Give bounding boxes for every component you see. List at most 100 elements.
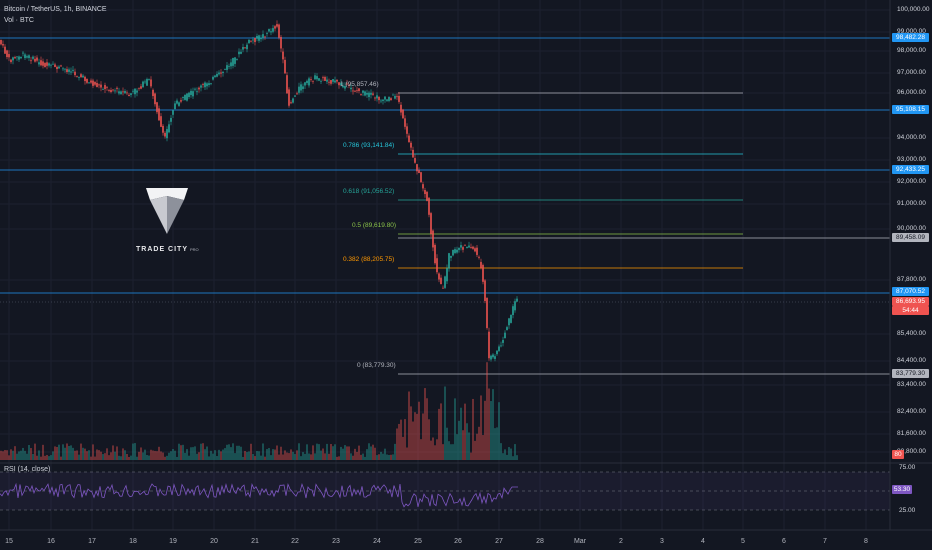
fib-label-0786: 0.786 (93,141.84)	[343, 142, 395, 149]
volume-bar	[488, 388, 490, 460]
candle-body	[334, 80, 336, 83]
candle-body	[380, 100, 382, 102]
date-tick: 20	[210, 538, 218, 545]
rsi-label[interactable]: RSI (14, close)	[4, 466, 51, 473]
candle-body	[150, 79, 152, 87]
volume-bar	[34, 443, 36, 460]
candle-body	[218, 72, 220, 75]
volume-bar	[4, 450, 6, 460]
volume-bar	[304, 453, 306, 460]
volume-bar	[482, 435, 484, 460]
candle-body	[266, 33, 268, 34]
candle-body	[178, 102, 180, 106]
candle-body	[220, 72, 222, 74]
price-tick: 98,000.00	[897, 47, 926, 54]
volume-bar	[38, 450, 40, 460]
volume-bar	[324, 453, 326, 460]
volume-bar	[218, 449, 220, 460]
candle-body	[196, 91, 198, 93]
volume-bar	[250, 443, 252, 460]
date-tick: 7	[823, 538, 827, 545]
volume-bar	[506, 454, 508, 460]
volume-bar	[128, 456, 130, 460]
volume-bar	[62, 444, 64, 460]
volume-bar	[448, 441, 450, 460]
volume-bar	[262, 443, 264, 460]
volume-bar	[36, 455, 38, 460]
volume-bar	[334, 444, 336, 460]
volume-bar	[414, 412, 416, 460]
volume-bar	[300, 456, 302, 460]
candle-body	[14, 57, 16, 59]
candle-body	[480, 261, 482, 268]
price-tag-83779: 83,779.30	[892, 369, 929, 378]
price-tick: 81,600.00	[897, 430, 926, 437]
candle-body	[6, 50, 8, 58]
candle-body	[312, 80, 314, 82]
candle-body	[52, 63, 54, 65]
candle-body	[458, 247, 460, 250]
candle-body	[120, 91, 122, 94]
price-tick: 83,400.00	[897, 381, 926, 388]
candle-body	[436, 258, 438, 273]
candle-body	[382, 99, 384, 101]
volume-bar	[198, 452, 200, 460]
candle-body	[360, 93, 362, 95]
volume-bar	[338, 456, 340, 460]
candle-body	[60, 65, 62, 67]
volume-bar	[460, 407, 462, 460]
volume-bar	[346, 446, 348, 460]
fib-label-0382: 0.382 (88,205.75)	[343, 256, 395, 263]
candle-body	[148, 78, 150, 80]
volume-bar	[80, 443, 82, 460]
candle-body	[288, 89, 290, 106]
symbol-title[interactable]: Bitcoin / TetherUS, 1h, BINANCE	[4, 6, 107, 13]
volume-bar	[208, 456, 210, 460]
candle-body	[472, 246, 474, 249]
candle-body	[36, 57, 38, 61]
candle-body	[336, 79, 338, 82]
candle-body	[4, 46, 6, 54]
candle-body	[118, 91, 120, 94]
candle-body	[232, 58, 234, 66]
volume-bar	[248, 451, 250, 460]
volume-bar	[56, 446, 58, 460]
candle-body	[328, 81, 330, 83]
candle-body	[448, 253, 450, 269]
candle-body	[432, 230, 434, 248]
candle-body	[442, 287, 444, 289]
volume-bar	[176, 456, 178, 460]
candle-body	[454, 249, 456, 253]
candle-body	[212, 76, 214, 80]
volume-bar	[286, 452, 288, 460]
volume-indicator-label[interactable]: Vol · BTC	[4, 17, 34, 24]
candle-body	[228, 65, 230, 67]
volume-bar	[66, 443, 68, 460]
candle-body	[368, 92, 370, 98]
volume-bar	[88, 450, 90, 460]
volume-bar	[514, 444, 516, 460]
candle-body	[420, 172, 422, 183]
volume-bar	[402, 436, 404, 460]
volume-bar	[224, 448, 226, 460]
volume-bar	[124, 450, 126, 460]
volume-bar	[202, 443, 204, 460]
candle-body	[176, 100, 178, 104]
volume-bar	[314, 453, 316, 460]
candle-body	[186, 93, 188, 101]
volume-bar	[186, 449, 188, 460]
candle-body	[516, 298, 518, 302]
volume-bar	[372, 444, 374, 460]
candle-body	[42, 61, 44, 66]
volume-bar	[280, 446, 282, 460]
volume-bar	[24, 450, 26, 460]
volume-bar	[478, 426, 480, 460]
candle-body	[486, 297, 488, 328]
candle-body	[342, 85, 344, 88]
candle-body	[26, 56, 28, 58]
candle-body	[468, 245, 470, 248]
candle-body	[438, 273, 440, 280]
price-tick: 99,000.00	[897, 28, 926, 35]
candle-body	[508, 318, 510, 326]
